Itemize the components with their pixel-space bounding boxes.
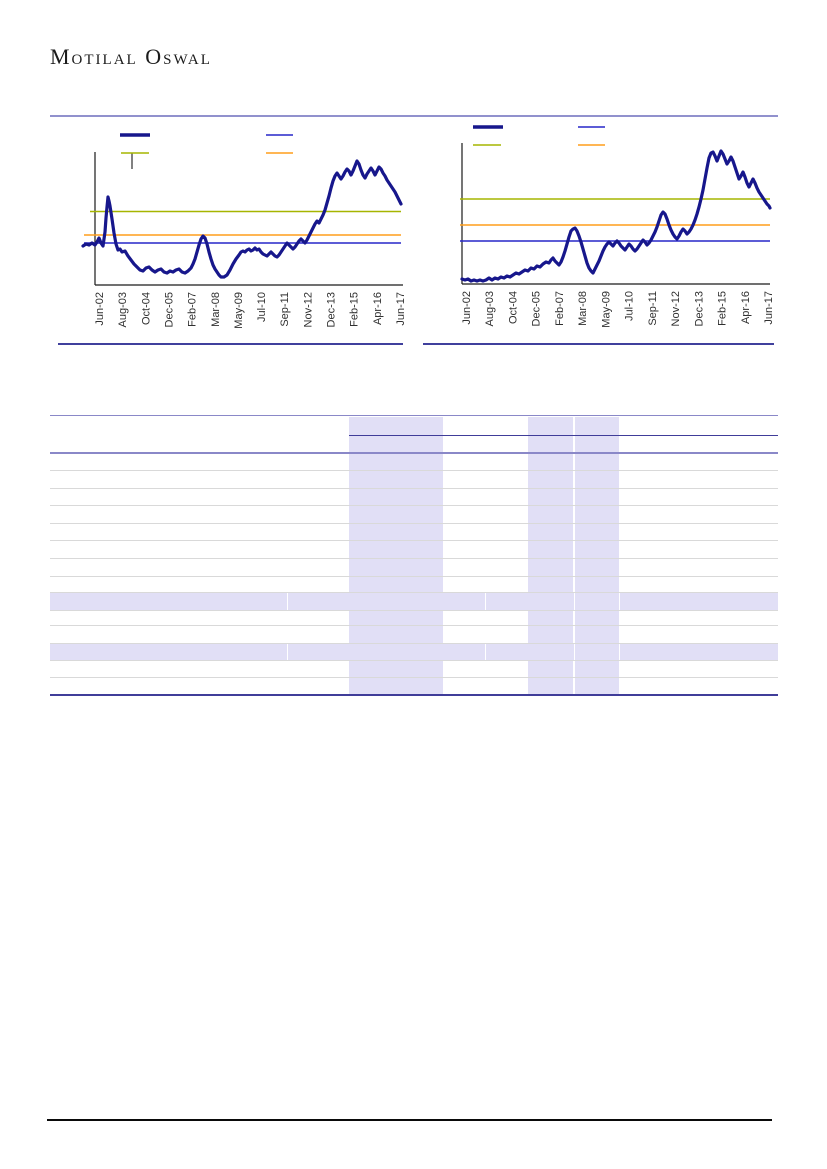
x-tick-label: Sep-11 [279, 292, 291, 327]
table-row-line [50, 642, 778, 644]
table-cell-separator [573, 643, 575, 660]
x-tick-label: May-09 [600, 291, 612, 328]
table-highlight-row-1 [50, 643, 778, 660]
x-tick-label: Mar-08 [210, 292, 222, 327]
x-tick-label: Dec-13 [693, 291, 705, 326]
x-tick-label: Nov-12 [302, 292, 314, 327]
x-tick-label: Nov-12 [670, 291, 682, 326]
bottom-rule [47, 1118, 772, 1122]
table-row-line [50, 660, 778, 661]
left-valuation-chart: Jun-02 Aug-03 Oct-04 Dec-05 Feb-07 Mar-08 May-… [58, 133, 407, 345]
x-tick-label: Oct-04 [140, 292, 152, 325]
table-row-line [50, 558, 778, 559]
x-tick-label: Apr-16 [372, 292, 384, 325]
x-tick-label: Mar-08 [577, 291, 589, 326]
table-row-line [50, 470, 778, 471]
x-tick-label: Dec-05 [163, 292, 175, 327]
table-header-underline [349, 434, 778, 437]
x-tick-label: Jul-10 [624, 291, 636, 321]
series-line [81, 159, 403, 279]
series-line [460, 149, 772, 283]
table-highlight-row-0 [50, 592, 778, 610]
right-valuation-chart: Jun-02 Aug-03 Oct-04 Dec-05 Feb-07 Mar-08 May-… [423, 125, 775, 345]
table-cell-separator [485, 643, 487, 660]
x-tick-label: Oct-04 [507, 291, 519, 324]
table-row-line [50, 505, 778, 506]
x-tick-label: Sep-11 [647, 291, 659, 326]
table-top-border [50, 414, 778, 417]
x-tick-label: Aug-03 [484, 291, 496, 326]
table-row-line [50, 576, 778, 577]
x-tick-label: Feb-07 [554, 291, 566, 326]
x-tick-label: Jun-02 [94, 292, 106, 326]
table-cell-separator [573, 592, 575, 610]
x-tick-label: Apr-16 [740, 291, 752, 324]
x-tick-label: Aug-03 [117, 292, 129, 327]
x-tick-label: Jun-17 [763, 291, 775, 325]
top-rule [50, 115, 778, 117]
table-row-line [50, 591, 778, 593]
x-tick-label: May-09 [233, 292, 245, 329]
x-tick-label: Jul-10 [256, 292, 268, 322]
table-row-line [50, 540, 778, 541]
table-bottom-border [50, 694, 778, 696]
x-tick-label: Dec-05 [531, 291, 543, 326]
x-tick-label: Jun-02 [461, 291, 473, 325]
table-cell-separator [287, 643, 289, 660]
table-cell-separator [619, 643, 621, 660]
x-tick-label: Jun-17 [395, 292, 407, 326]
table-cell-separator [485, 592, 487, 610]
table-cell-separator [287, 592, 289, 610]
x-tick-label: Dec-13 [326, 292, 338, 327]
table-header-bottom-border [50, 451, 778, 454]
x-tick-label: Feb-15 [349, 292, 361, 327]
table-row-line [50, 487, 778, 489]
table-cell-separator [619, 592, 621, 610]
table-row-line [50, 625, 778, 626]
table-row-line [50, 677, 778, 678]
x-tick-label: Feb-15 [717, 291, 729, 326]
brand-logo: Motilal Oswal [50, 44, 212, 69]
table-row-line [50, 522, 778, 524]
table-row-line [50, 609, 778, 611]
x-tick-label: Feb-07 [187, 292, 199, 327]
